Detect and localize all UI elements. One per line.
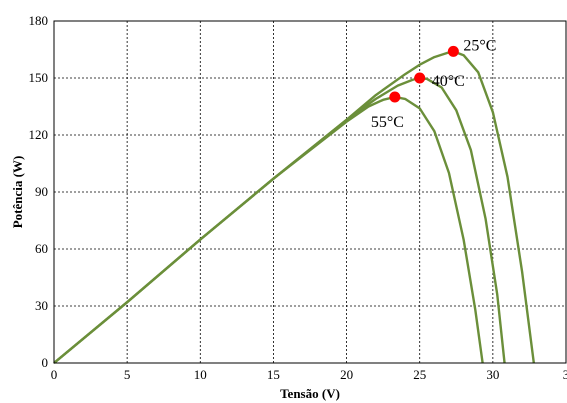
pv-curve-1 (53, 76, 506, 364)
y-tick-label: 0 (42, 355, 49, 370)
y-tick-label: 60 (35, 241, 48, 256)
y-axis-title: Potência (W) (10, 156, 25, 229)
mpp-marker (389, 91, 401, 103)
temperature-label: 55°C (371, 114, 404, 131)
y-tick-label: 180 (29, 13, 49, 28)
curves (53, 50, 536, 364)
y-tick-label: 90 (35, 184, 48, 199)
pv-curve-0 (53, 50, 536, 364)
temperature-label: 40°C (432, 73, 465, 90)
temperature-label: 25°C (463, 37, 496, 54)
y-tick-label: 150 (29, 70, 49, 85)
x-tick-label: 3 (563, 367, 567, 382)
y-tick-label: 30 (35, 298, 48, 313)
x-tick-label: 25 (413, 367, 426, 382)
x-tick-label: 15 (267, 367, 280, 382)
mpp-markers: 25°C 40°C 55°C (371, 37, 497, 131)
grid-lines (54, 21, 566, 363)
x-tick-label: 5 (124, 367, 131, 382)
mpp-marker (447, 45, 459, 57)
plot-frame (53, 20, 567, 364)
x-axis-title: Tensão (V) (280, 386, 340, 401)
mpp-marker (414, 72, 426, 84)
x-tick-label: 20 (340, 367, 353, 382)
x-tick-label: 10 (194, 367, 207, 382)
x-tick-label: 30 (486, 367, 499, 382)
y-tick-label: 120 (29, 127, 49, 142)
pv-curve-2 (53, 95, 484, 364)
x-tick-label: 0 (51, 367, 58, 382)
